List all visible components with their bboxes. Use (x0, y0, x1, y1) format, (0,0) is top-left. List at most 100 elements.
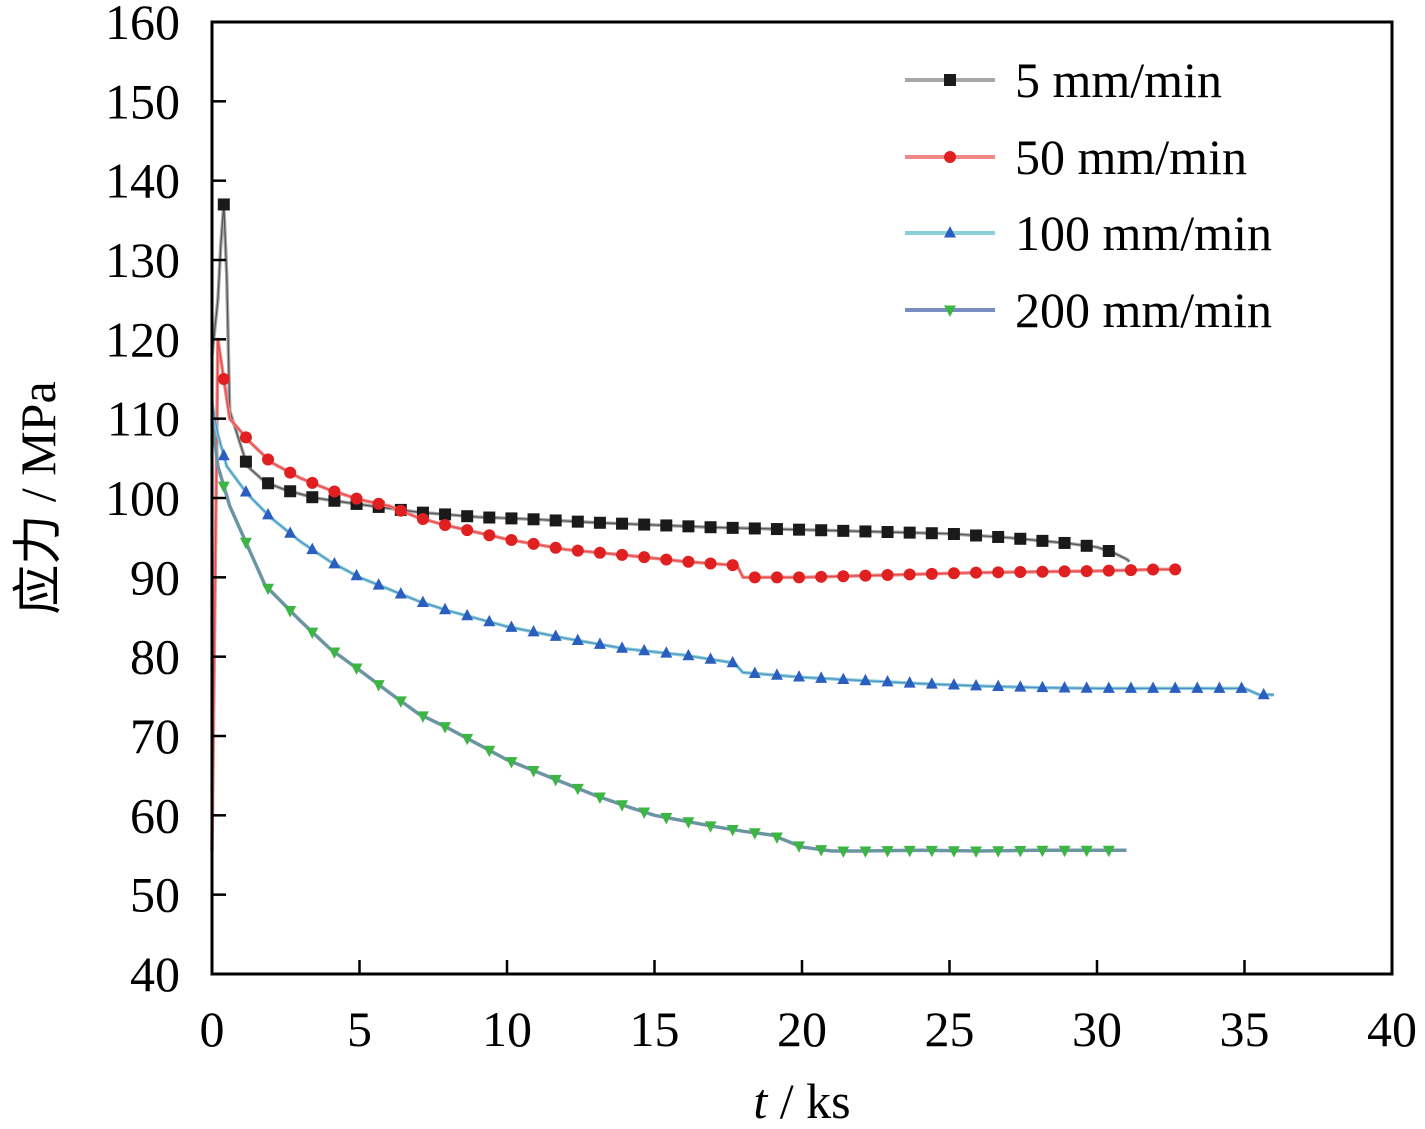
data-point-marker (1213, 681, 1226, 693)
data-point-marker (571, 515, 584, 528)
data-point-marker (682, 555, 695, 568)
series-2 (210, 402, 1274, 700)
data-point-marker (660, 646, 673, 658)
data-point-marker (439, 722, 452, 734)
data-point-marker (483, 614, 496, 627)
data-point-marker (925, 567, 938, 580)
data-point-marker (394, 504, 407, 517)
data-point-marker (925, 527, 938, 540)
data-point-marker (837, 846, 850, 858)
data-point-marker (262, 507, 275, 520)
data-point-marker (239, 431, 252, 444)
data-point-marker (837, 570, 850, 583)
data-point-marker (992, 846, 1005, 858)
data-point-marker (881, 569, 894, 582)
y-tick-label: 130 (105, 232, 180, 288)
data-point-marker (461, 608, 474, 621)
data-point-marker (859, 569, 872, 582)
data-point-marker (1036, 845, 1049, 858)
data-point-marker (439, 508, 452, 521)
data-point-marker (306, 491, 319, 504)
series-3 (210, 418, 1127, 858)
data-point-marker (217, 373, 230, 385)
data-point-marker (1080, 539, 1093, 552)
data-point-marker (1124, 564, 1137, 577)
legend-label: 50 mm/min (1015, 129, 1247, 185)
data-point-marker (970, 529, 983, 542)
data-point-marker (239, 537, 252, 550)
legend-swatch-marker (944, 305, 956, 317)
data-point-marker (416, 711, 429, 723)
data-point-marker (1080, 565, 1093, 578)
data-point-marker (638, 518, 651, 531)
data-point-marker (1169, 563, 1182, 576)
legend-swatch-marker (944, 74, 956, 86)
y-tick-label: 140 (105, 153, 180, 209)
data-point-marker (947, 567, 960, 580)
data-point-marker (770, 668, 783, 680)
x-axis-variable: t (753, 1073, 768, 1129)
data-point-marker (660, 519, 673, 532)
y-tick-label: 120 (105, 311, 180, 367)
x-tick-label: 15 (630, 1001, 680, 1057)
x-tick-label: 40 (1367, 1001, 1417, 1057)
data-point-marker (1257, 687, 1270, 700)
data-point-marker (549, 774, 562, 787)
data-point-marker (682, 817, 695, 829)
data-point-marker (748, 522, 761, 535)
x-tick-label: 25 (925, 1001, 975, 1057)
data-point-marker (505, 534, 518, 547)
data-point-marker (527, 624, 540, 637)
data-point-marker (793, 841, 806, 853)
data-point-marker (770, 523, 783, 536)
data-point-marker (1124, 681, 1137, 693)
data-point-marker (416, 513, 429, 526)
data-point-marker (859, 673, 872, 686)
legend-item: 100 mm/min (905, 205, 1272, 261)
data-point-marker (1102, 845, 1115, 858)
data-point-marker (394, 587, 407, 599)
y-tick-label: 100 (105, 470, 180, 526)
data-point-marker (726, 521, 739, 534)
data-point-marker (682, 648, 695, 661)
data-point-marker (306, 542, 319, 555)
y-tick-label: 60 (130, 787, 180, 843)
x-axis-ticks: 0 5 10 15 20 25 30 35 40 (200, 960, 1417, 1057)
legend-item: 200 mm/min (905, 282, 1272, 338)
series-layer (210, 198, 1274, 858)
data-point-marker (881, 846, 894, 858)
data-point-marker (903, 676, 916, 688)
data-point-marker (726, 559, 739, 572)
data-point-marker (793, 670, 806, 682)
data-point-marker (1080, 681, 1093, 693)
data-point-marker (947, 527, 960, 540)
data-point-marker (549, 629, 562, 641)
data-point-marker (1014, 532, 1027, 545)
data-point-marker (372, 680, 385, 692)
data-point-marker (593, 637, 606, 649)
legend-label: 5 mm/min (1015, 52, 1222, 108)
data-point-marker (505, 620, 518, 632)
data-point-marker (903, 526, 916, 539)
data-point-marker (527, 513, 540, 526)
data-point-marker (992, 679, 1005, 692)
y-tick-label: 50 (130, 867, 180, 923)
series-line-core (211, 402, 1274, 696)
data-point-marker (770, 571, 783, 584)
data-point-marker (903, 568, 916, 581)
y-tick-label: 150 (105, 73, 180, 129)
data-point-marker (1036, 565, 1049, 578)
data-point-marker (1036, 534, 1049, 547)
data-point-marker (992, 530, 1005, 543)
data-point-marker (970, 846, 983, 858)
data-point-marker (350, 492, 363, 505)
data-point-marker (859, 846, 872, 858)
x-tick-label: 5 (347, 1001, 372, 1057)
data-point-marker (660, 553, 673, 566)
data-point-marker (748, 828, 761, 840)
data-point-marker (1147, 681, 1160, 693)
x-axis-unit: / ks (767, 1073, 850, 1129)
x-tick-label: 35 (1220, 1001, 1270, 1057)
data-point-marker (284, 526, 297, 538)
data-point-marker (416, 506, 429, 519)
